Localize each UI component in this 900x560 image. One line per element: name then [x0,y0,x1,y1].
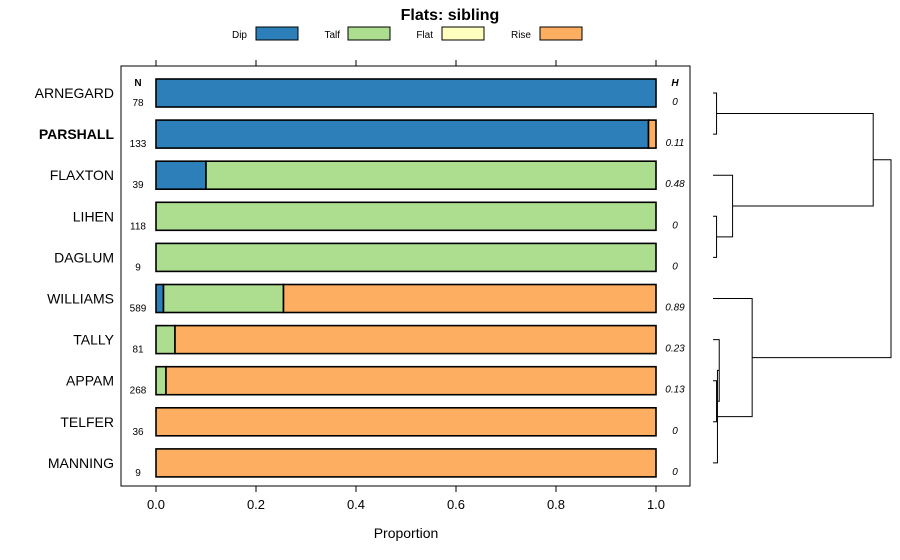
bar-segment-daglum-talf [155,242,657,273]
bar-segment-flaxton-talf [205,160,657,190]
row-label-lihen: LIHEN [73,208,114,224]
h-value-flaxton: 0.48 [665,179,685,190]
h-value-arnegard: 0 [672,97,678,108]
plot-frame [120,65,691,487]
dendrogram-link-3 [713,92,718,135]
bar-segment-tally-rise [174,324,657,355]
bar-segment-manning-rise [155,448,657,478]
n-value-appam: 268 [130,386,147,397]
bar-segment-flaxton-dip [155,160,207,190]
legend-swatch-rise [539,26,583,41]
bar-segment-williams-talf [162,283,285,314]
n-value-manning: 9 [135,468,141,479]
chart-title: Flats: sibling [401,7,500,24]
dendrogram-link-8 [752,159,892,359]
x-tick-label-0: 0.0 [147,497,165,512]
bar-row-tally [155,324,657,355]
x-tick-label-1: 0.2 [247,497,265,512]
n-value-parshall: 133 [130,139,147,150]
bar-row-telfer [155,406,657,437]
legend-label-dip: Dip [232,30,247,41]
x-tick-label-5: 1.0 [647,497,665,512]
legend-swatch-flat [441,26,485,41]
x-tick-label-4: 0.8 [547,497,565,512]
row-label-williams: WILLIAMS [47,291,114,307]
n-value-daglum: 9 [135,262,141,273]
h-value-telfer: 0 [672,426,678,437]
bar-segment-tally-talf [155,324,176,355]
bar-segment-appam-talf [155,365,167,396]
bar-row-flaxton [155,160,657,190]
n-value-telfer: 36 [132,427,144,438]
n-value-flaxton: 39 [132,180,144,191]
row-label-appam: APPAM [66,373,114,389]
h-value-williams: 0.89 [665,303,685,314]
bar-row-appam [155,365,657,396]
h-labels: 0 0.11 0.48 0 0 0.89 0.23 0.13 0 0 [665,97,685,478]
x-axis-label: Proportion [374,525,439,541]
dendrogram-link-0 [713,215,718,258]
row-label-manning: MANNING [48,455,114,471]
legend-swatch-talf [347,26,391,41]
n-value-arnegard: 78 [132,98,144,109]
row-label-flaxton: FLAXTON [50,167,114,183]
bars [155,78,657,478]
n-value-tally: 81 [132,345,144,356]
legend-label-rise: Rise [511,30,531,41]
row-label-tally: TALLY [73,332,114,348]
legend-label-flat: Flat [416,30,433,41]
bar-row-williams [155,283,657,314]
bar-row-arnegard [155,78,657,108]
x-axis: 0.0 0.2 0.4 0.6 0.8 1.0 [147,60,665,512]
bar-row-manning [155,448,657,478]
row-labels: ARNEGARD PARSHALL FLAXTON LIHEN DAGLUM WILLIA… [35,85,115,471]
bar-segment-parshall-dip [155,119,650,149]
bar-segment-parshall-rise [647,119,657,149]
dendrogram-link-7 [716,113,874,207]
row-label-arnegard: ARNEGARD [35,85,114,101]
n-labels: 78 133 39 118 9 589 81 268 36 9 [130,98,147,479]
h-value-manning: 0 [672,467,678,478]
legend: Dip Talf Flat Rise [232,26,583,41]
row-label-telfer: TELFER [60,414,114,430]
h-column-header: H [671,78,679,89]
x-tick-label-2: 0.4 [347,497,365,512]
legend-swatch-dip [255,26,299,41]
row-label-parshall: PARSHALL [39,126,115,142]
n-value-williams: 589 [130,304,147,315]
legend-label-talf: Talf [324,30,340,41]
h-value-lihen: 0 [672,220,678,231]
bar-segment-arnegard-dip [155,78,657,108]
bar-segment-williams-rise [282,283,657,314]
n-value-lihen: 118 [130,221,146,232]
row-label-daglum: DAGLUM [54,249,114,265]
bar-row-parshall [155,119,657,149]
h-value-parshall: 0.11 [666,138,685,149]
dendrogram [713,92,892,464]
bar-row-daglum [155,242,657,273]
h-value-appam: 0.13 [665,385,685,396]
h-value-tally: 0.23 [665,344,685,355]
bar-segment-williams-dip [155,283,165,314]
n-column-header: N [134,78,141,89]
bar-segment-telfer-rise [155,406,657,437]
dendrogram-link-1 [713,380,718,423]
dendrogram-link-4 [713,174,734,238]
bar-segment-appam-rise [165,365,657,396]
h-value-daglum: 0 [672,261,678,272]
x-tick-label-3: 0.6 [447,497,465,512]
bar-row-lihen [155,201,657,232]
bar-segment-lihen-talf [155,201,657,232]
